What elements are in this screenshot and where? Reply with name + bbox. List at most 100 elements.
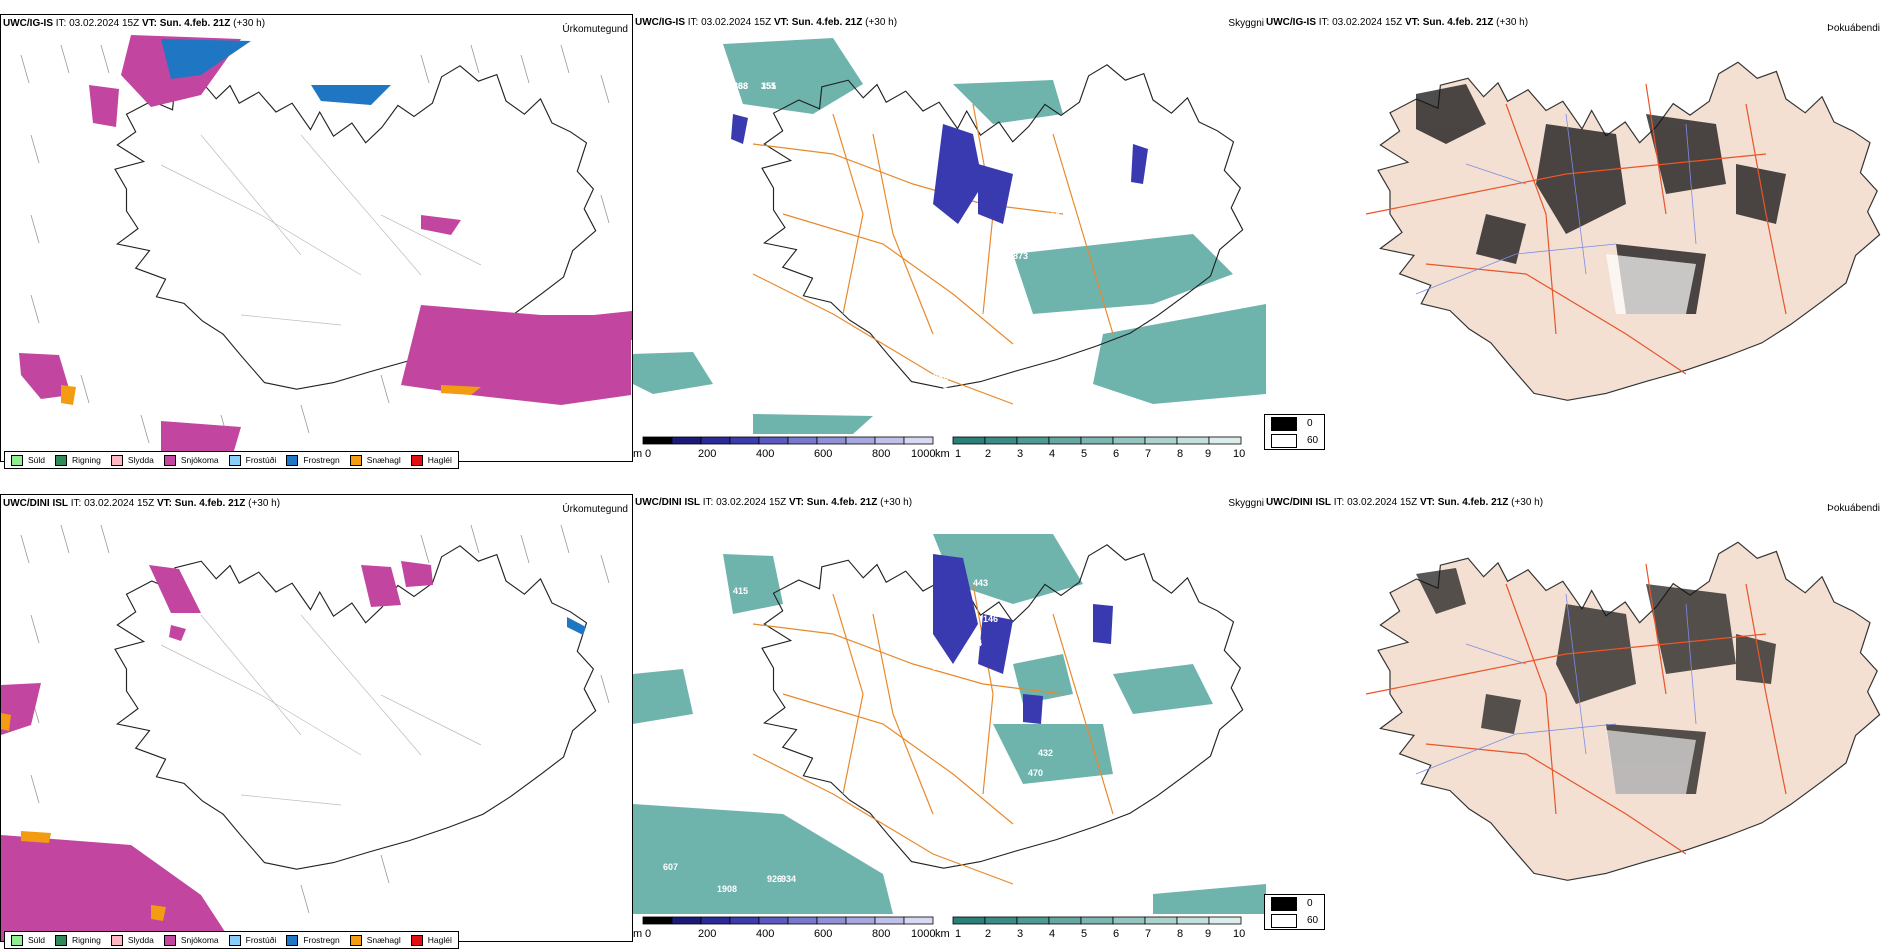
model-name: UWC/DINI ISL: [1266, 497, 1331, 508]
cloud-base-label: 180: [1043, 196, 1058, 206]
precip-legend: Súld Rigning Slydda Snjókoma Frostúði Fr…: [4, 451, 459, 469]
scale-tick: 6: [1113, 928, 1120, 940]
scale-tick: 0: [645, 928, 652, 940]
precip-title: Úrkomutegund: [562, 24, 628, 35]
cloud-title: Skyggni: [1228, 498, 1264, 509]
legend-swatch: [110, 454, 123, 466]
vt-label: VT:: [1419, 497, 1435, 508]
cloud-panel-igis: 368 351 196 179 180 396 220 873 943 715 982 976 985 8…: [633, 14, 1266, 462]
scale-tick: 1000: [911, 928, 936, 940]
model-name: UWC/IG-IS: [3, 18, 53, 29]
cloud-base-label: 934: [781, 874, 796, 884]
scale-tick: 800: [872, 928, 891, 940]
cloud-base-label: 104: [967, 638, 982, 648]
cloud-base-label: 943: [991, 292, 1006, 302]
cloud-base-label: 982: [933, 372, 948, 382]
scale-tick: 600: [814, 448, 833, 460]
precip-map: [19, 35, 632, 461]
scale-tick: 7: [1145, 928, 1152, 940]
vt-value: Sun. 4.feb. 21Z: [791, 17, 863, 28]
it-label: IT:: [702, 497, 714, 508]
it-label: IT:: [1333, 497, 1345, 508]
legend-item: Frostúði: [228, 934, 276, 946]
vt-label: VT:: [788, 497, 804, 508]
cloud-base-label: 180: [933, 662, 948, 672]
legend-swatch: [410, 454, 423, 466]
scale-tick: 2: [985, 448, 992, 460]
fog-panel-dini: UWC/DINI ISL IT: 03.02.2024 15Z VT: Sun.…: [1264, 494, 1900, 942]
it-label: IT:: [687, 17, 699, 28]
fog-swatch: [1271, 433, 1297, 448]
fog-title: Þokuábendi: [1827, 23, 1880, 34]
vt-label: VT:: [773, 17, 789, 28]
lead-time: (+30 h): [865, 17, 898, 28]
scale-bar-km: km 1 2 3 4 5 6 7 8 9 10: [935, 916, 1271, 942]
legend-swatch: [410, 934, 423, 946]
legend-item: Rigning: [55, 454, 101, 466]
legend-swatch: [349, 934, 362, 946]
it-value: 03.02.2024 15Z: [84, 498, 155, 509]
cloud-base-label: 976: [977, 364, 992, 374]
scale-tick: 400: [756, 448, 775, 460]
scale-tick: 4: [1049, 928, 1056, 940]
lead-time: (+30 h): [1511, 497, 1544, 508]
cloud-base-label: 84: [933, 648, 943, 658]
model-name: UWC/DINI ISL: [3, 498, 68, 509]
fog-legend-item: 60: [1265, 432, 1324, 449]
scale-tick: 5: [1081, 928, 1088, 940]
cloud-base-label: 985: [1033, 352, 1048, 362]
legend-swatch: [55, 934, 68, 946]
legend-swatch: [163, 454, 176, 466]
legend-swatch: [349, 454, 362, 466]
legend-swatch: [163, 934, 176, 946]
legend-swatch: [228, 934, 241, 946]
precip-map: [1, 524, 610, 941]
legend-swatch: [11, 934, 23, 946]
scale-tick: 10: [1233, 448, 1246, 460]
cloud-base-label: 75: [1043, 698, 1053, 708]
fog-legend: 0 60: [1264, 414, 1326, 450]
scale-unit: m: [633, 928, 643, 940]
it-label: IT:: [70, 498, 82, 509]
scale-tick: 2: [985, 928, 992, 940]
scale-tick: 10: [1233, 928, 1246, 940]
fog-title: Þokuábendi: [1827, 503, 1880, 514]
legend-item: Frostúði: [228, 454, 276, 466]
vt-value: Sun. 4.feb. 21Z: [1422, 17, 1494, 28]
cloud-base-label: 396: [1045, 211, 1060, 221]
vt-value: Sun. 4.feb. 21Z: [174, 498, 246, 509]
legend-item: Súld: [11, 454, 45, 466]
scale-tick: 5: [1081, 448, 1088, 460]
cloud-base-label: 715: [983, 311, 998, 321]
scale-unit: km: [935, 448, 950, 460]
scale-tick: 9: [1205, 448, 1212, 460]
lead-time: (+30 h): [233, 18, 266, 29]
cloud-panel-dini: 415 443 146 104 84 180 142 75 432 470 607 1908 926 93…: [633, 494, 1266, 942]
vt-label: VT:: [1404, 17, 1420, 28]
precip-panel-igis: UWC/IG-IS IT: 03.02.2024 15Z VT: Sun. 4.…: [0, 14, 633, 469]
legend-item: Haglél: [410, 454, 452, 466]
fog-swatch: [1271, 913, 1297, 928]
legend-swatch: [110, 934, 123, 946]
cloud-base-label: 926: [767, 874, 782, 884]
it-label: IT:: [1318, 17, 1330, 28]
legend-item: Rigning: [55, 934, 101, 946]
scale-tick: 600: [814, 928, 833, 940]
cloud-base-label: 179: [1033, 184, 1048, 194]
lead-time: (+30 h): [880, 497, 913, 508]
scale-tick: 1: [955, 448, 962, 460]
it-value: 03.02.2024 15Z: [701, 17, 772, 28]
cloud-base-label: 146: [983, 614, 998, 624]
model-name: UWC/IG-IS: [1266, 17, 1316, 28]
cloud-base-label: 860: [1073, 358, 1088, 368]
fog-map: [1365, 61, 1881, 401]
precip-panel-dini: UWC/DINI ISL IT: 03.02.2024 15Z VT: Sun.…: [0, 494, 633, 949]
lead-time: (+30 h): [248, 498, 281, 509]
scale-bar-m: m 0 200 400 600 800 1000: [633, 916, 938, 942]
model-name: UWC/DINI ISL: [635, 497, 700, 508]
scale-unit: m: [633, 448, 643, 460]
scale-tick: 9: [1205, 928, 1212, 940]
scale-tick: 3: [1017, 928, 1024, 940]
scale-tick: 7: [1145, 448, 1152, 460]
scale-tick: 6: [1113, 448, 1120, 460]
